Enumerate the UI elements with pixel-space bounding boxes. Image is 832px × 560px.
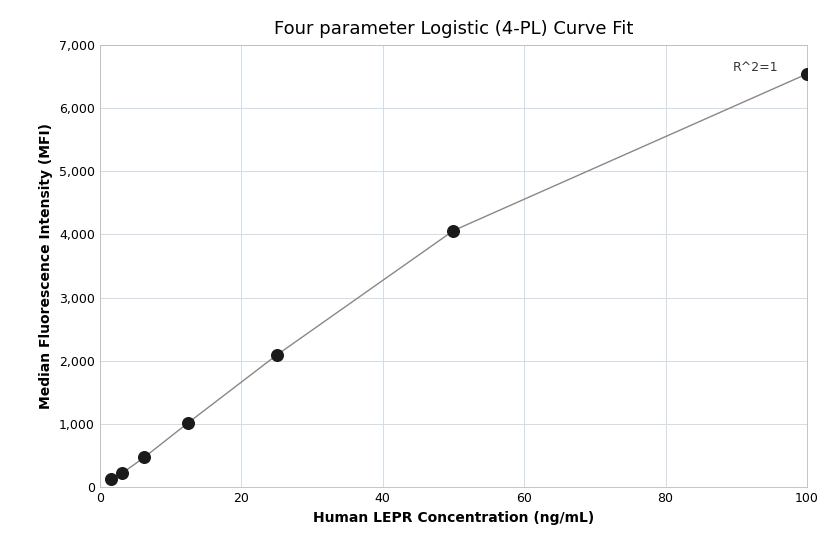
Text: R^2=1: R^2=1 bbox=[733, 60, 779, 73]
Point bbox=[104, 474, 117, 483]
Point bbox=[447, 226, 460, 235]
X-axis label: Human LEPR Concentration (ng/mL): Human LEPR Concentration (ng/mL) bbox=[313, 511, 594, 525]
Y-axis label: Median Fluorescence Intensity (MFI): Median Fluorescence Intensity (MFI) bbox=[39, 123, 53, 409]
Point bbox=[137, 453, 151, 462]
Point bbox=[270, 351, 283, 360]
Point bbox=[116, 469, 129, 478]
Title: Four parameter Logistic (4-PL) Curve Fit: Four parameter Logistic (4-PL) Curve Fit bbox=[274, 20, 633, 38]
Point bbox=[800, 69, 814, 78]
Point bbox=[181, 418, 195, 427]
